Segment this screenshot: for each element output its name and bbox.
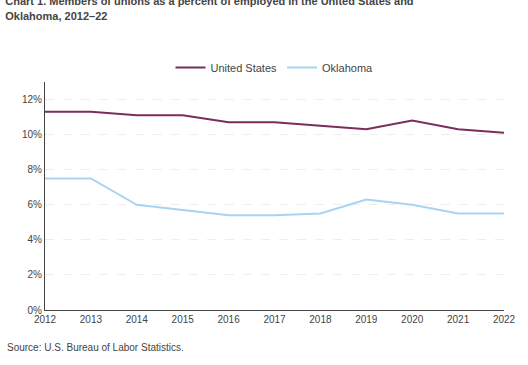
svg-text:12%: 12%	[22, 94, 42, 105]
svg-text:2016: 2016	[217, 314, 240, 325]
svg-text:2013: 2013	[80, 314, 103, 325]
svg-text:6%: 6%	[28, 199, 43, 210]
svg-text:2018: 2018	[309, 314, 332, 325]
svg-text:Oklahoma: Oklahoma	[322, 62, 373, 74]
svg-text:2019: 2019	[355, 314, 378, 325]
svg-text:0%: 0%	[28, 305, 43, 316]
svg-text:Source: U.S. Bureau of Labor S: Source: U.S. Bureau of Labor Statistics.	[7, 342, 184, 353]
svg-text:4%: 4%	[28, 234, 43, 245]
svg-text:United States: United States	[211, 62, 278, 74]
svg-text:2022: 2022	[493, 314, 516, 325]
svg-text:2021: 2021	[447, 314, 470, 325]
svg-text:Chart 1. Members of unions as: Chart 1. Members of unions as a percent …	[5, 0, 413, 22]
svg-text:8%: 8%	[28, 164, 43, 175]
svg-text:2020: 2020	[401, 314, 424, 325]
svg-text:2017: 2017	[263, 314, 286, 325]
svg-text:2014: 2014	[126, 314, 149, 325]
svg-text:2015: 2015	[172, 314, 195, 325]
svg-text:10%: 10%	[22, 129, 42, 140]
svg-text:2%: 2%	[28, 269, 43, 280]
svg-text:2012: 2012	[34, 314, 57, 325]
